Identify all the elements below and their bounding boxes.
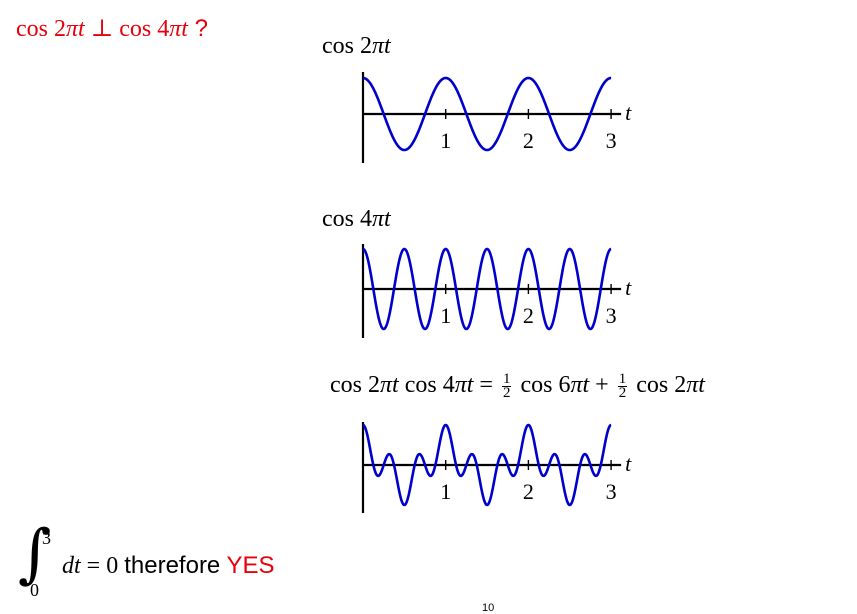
- integral-lower-limit: 0: [30, 580, 39, 600]
- plot2-x-label: t: [625, 275, 632, 300]
- integral-expression: dt = 0 therefore YES: [62, 552, 275, 579]
- plot1-tick-label-1: 1: [440, 128, 451, 153]
- plot1-tick-label-2: 2: [523, 128, 534, 153]
- slide-heading: cos 2πt ⊥ cos 4πt ?: [16, 15, 208, 42]
- page-number: 10: [482, 602, 495, 614]
- plot3-curve: [362, 423, 612, 507]
- plot3-tick-label-3: 3: [606, 479, 617, 504]
- plot2-title: cos 4πt: [322, 206, 391, 232]
- answer-yes: YES: [226, 552, 275, 579]
- plot1-x-label: t: [625, 100, 632, 125]
- plot3-tick-label-2: 2: [523, 479, 534, 504]
- plot2-tick-label-2: 2: [523, 303, 534, 328]
- plot1-title: cos 2πt: [322, 33, 391, 59]
- plot1-tick-label-3: 3: [606, 128, 617, 153]
- plot1-curve: [362, 76, 612, 152]
- integral-sign-icon: ∫: [18, 517, 52, 591]
- plot2-curve: [362, 247, 612, 331]
- plot2-tick-label-1: 1: [440, 303, 451, 328]
- integral-upper-limit: 3: [42, 528, 51, 548]
- integral-conclusion: ∫ 3 0 dt = 0 therefore YES: [14, 517, 534, 604]
- plot2-tick-label-3: 3: [606, 303, 617, 328]
- plot3-x-label: t: [625, 451, 632, 476]
- plot3-tick-label-1: 1: [440, 479, 451, 504]
